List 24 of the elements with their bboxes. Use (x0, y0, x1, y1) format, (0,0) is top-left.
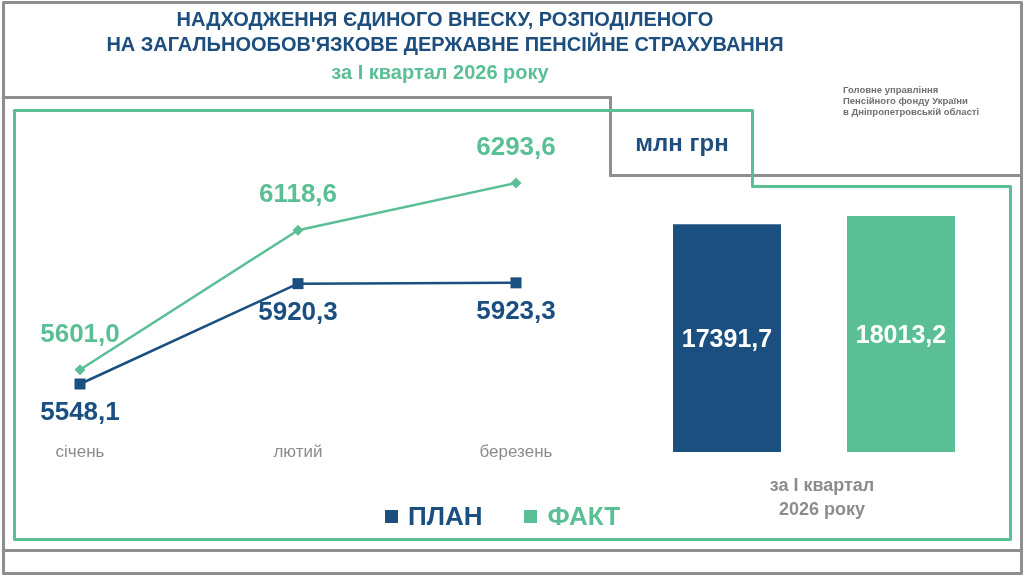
point (510, 277, 522, 289)
chart-subtitle: за I квартал 2026 року (330, 60, 550, 85)
text: Головне управління Пенсійного фонду України в Дніпропетровській області (843, 84, 980, 117)
chart-title: НАДХОДЖЕННЯ ЄДИНОГО ВНЕСКУ, РОЗПОДІЛЕНОГО НА ЗАГАЛЬНООБОВ'ЯЗКОВЕ ДЕРЖАВНЕ ПЕНСІЙНЕ СТРАХУВАННЯ (105, 7, 785, 57)
data-label: 5601,0 (40, 317, 120, 348)
legend-label: ПЛАН (408, 500, 483, 532)
point (292, 278, 304, 290)
data-label: 6118,6 (258, 178, 338, 209)
x-tick-label: лютий (273, 442, 323, 462)
point (74, 364, 86, 376)
data-label: 5548,1 (40, 396, 120, 426)
point (510, 177, 522, 189)
data-label: 5920,3 (258, 295, 338, 326)
point (74, 378, 86, 390)
data-label: 5923,3 (476, 294, 556, 325)
x-tick-label: січень (55, 442, 105, 462)
data-label: 17391,7 (681, 324, 773, 353)
legend-label: ФАКТ (547, 500, 621, 532)
data-label: 18013,2 (855, 320, 947, 348)
text: млн грн (634, 128, 730, 158)
data-label: 6293,6 (476, 131, 556, 161)
point (292, 224, 304, 236)
x-axis-title: за I квартал 2026 року (768, 474, 876, 521)
x-tick-label: березень (479, 442, 553, 462)
